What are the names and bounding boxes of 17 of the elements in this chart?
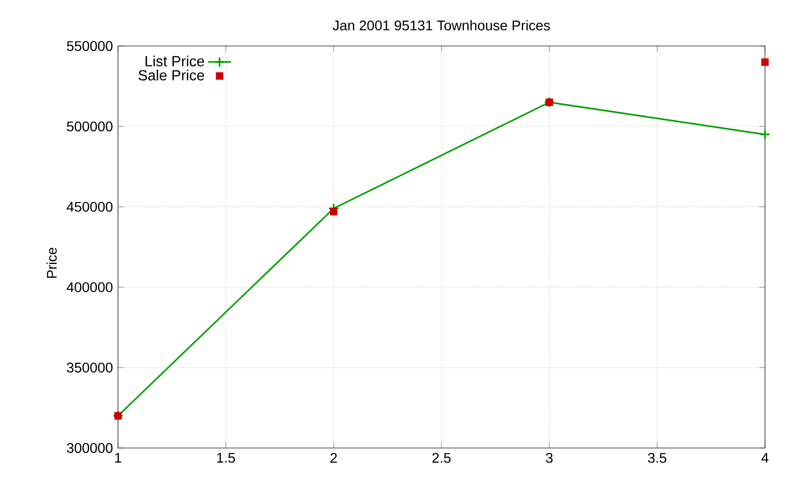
x-tick-label: 3 <box>546 452 553 463</box>
x-tick-label: 2.5 <box>432 452 451 463</box>
y-tick-label: 400000 <box>66 282 113 292</box>
x-tick-label: 1 <box>115 452 122 463</box>
y-tick-label: 300000 <box>66 443 113 453</box>
y-tick-label: 450000 <box>66 202 113 212</box>
x-tick-label: 3.5 <box>648 452 666 463</box>
chart-title: Jan 2001 95131 Townhouse Prices <box>332 20 550 30</box>
x-tick-label: 4 <box>761 452 768 463</box>
legend-label: Sale Price <box>138 70 204 80</box>
x-tick-label: 2 <box>330 452 337 463</box>
y-axis-title: Price <box>46 248 57 278</box>
legend-label: List Price <box>146 56 204 66</box>
y-tick-label: 350000 <box>66 362 113 373</box>
y-tick-label: 550000 <box>66 41 113 51</box>
y-tick-label: 500000 <box>66 121 113 132</box>
x-tick-label: 1.5 <box>217 452 235 463</box>
